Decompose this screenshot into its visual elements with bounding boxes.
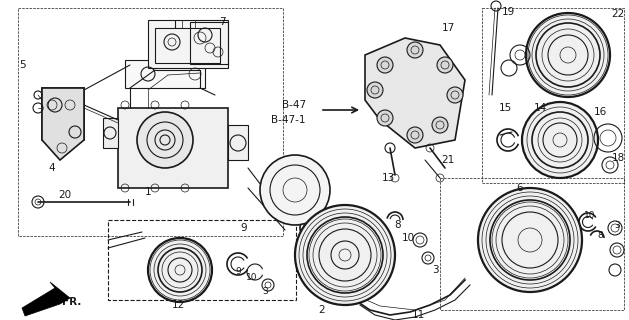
Text: 3: 3	[431, 265, 438, 275]
Bar	[125, 60, 205, 88]
Text: 13: 13	[381, 173, 394, 183]
Text: 20: 20	[58, 190, 72, 200]
Text: FR.: FR.	[62, 297, 81, 307]
Bar	[18, 8, 283, 236]
Circle shape	[522, 102, 598, 178]
Text: 18: 18	[611, 153, 625, 163]
Text: 16: 16	[593, 107, 606, 117]
Text: 9: 9	[241, 223, 247, 233]
Text: 21: 21	[442, 155, 455, 165]
Circle shape	[447, 87, 463, 103]
Circle shape	[432, 117, 448, 133]
Circle shape	[148, 238, 212, 302]
Bar	[108, 220, 296, 300]
Text: 8: 8	[394, 220, 401, 230]
Text: 3: 3	[262, 287, 268, 297]
Text: 6: 6	[516, 183, 523, 193]
Text: 19: 19	[501, 7, 515, 17]
Text: 1: 1	[145, 187, 152, 197]
Text: 11: 11	[411, 310, 425, 320]
Text: 10: 10	[584, 211, 596, 220]
Text: 3: 3	[614, 220, 620, 229]
Bar	[42, 88, 84, 140]
Bar	[190, 22, 228, 64]
Circle shape	[407, 127, 423, 143]
Text: 22: 22	[611, 9, 625, 19]
Polygon shape	[22, 282, 70, 316]
Bar	[440, 178, 624, 310]
Text: 9: 9	[235, 268, 241, 276]
Text: 8: 8	[597, 230, 603, 239]
Text: 10: 10	[401, 233, 415, 243]
Text: 17: 17	[442, 23, 455, 33]
Circle shape	[367, 82, 383, 98]
Bar	[118, 108, 228, 188]
Bar	[47, 95, 79, 115]
Bar	[482, 8, 624, 183]
Text: 2: 2	[319, 305, 325, 315]
Polygon shape	[365, 38, 465, 148]
Text: B-47-1: B-47-1	[272, 115, 306, 125]
Text: 10: 10	[246, 274, 258, 283]
Bar	[228, 125, 248, 160]
Text: 7: 7	[219, 17, 225, 27]
Circle shape	[295, 205, 395, 305]
Circle shape	[137, 112, 193, 168]
Circle shape	[526, 13, 610, 97]
Bar	[148, 20, 228, 68]
Text: 5: 5	[19, 60, 25, 70]
Text: B-47: B-47	[282, 100, 306, 110]
Circle shape	[260, 155, 330, 225]
Circle shape	[407, 42, 423, 58]
Bar	[155, 28, 220, 63]
Circle shape	[377, 110, 393, 126]
Circle shape	[377, 57, 393, 73]
Circle shape	[437, 57, 453, 73]
Text: 15: 15	[498, 103, 511, 113]
Text: 4: 4	[48, 163, 55, 173]
Text: 12: 12	[171, 300, 185, 310]
Text: 14: 14	[533, 103, 547, 113]
Bar	[103, 118, 118, 148]
Polygon shape	[42, 88, 84, 160]
Circle shape	[478, 188, 582, 292]
